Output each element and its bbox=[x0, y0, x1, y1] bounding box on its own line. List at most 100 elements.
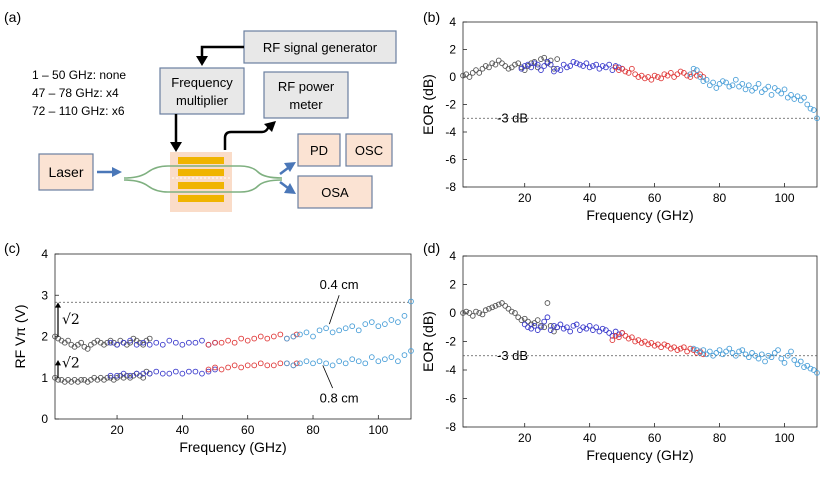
data-point bbox=[534, 64, 541, 71]
laser-box bbox=[38, 153, 94, 191]
y-axis-label: RF Vπ (V) bbox=[12, 304, 28, 368]
data-point bbox=[629, 65, 635, 72]
data-point bbox=[284, 335, 290, 342]
panel-label-a: (a) bbox=[4, 9, 21, 25]
data-point bbox=[492, 61, 499, 68]
data-point bbox=[508, 64, 515, 71]
data-point bbox=[784, 94, 791, 101]
data-point bbox=[486, 305, 492, 312]
data-point bbox=[638, 72, 645, 79]
data-point bbox=[616, 334, 622, 341]
data-point bbox=[781, 86, 788, 93]
data-point bbox=[612, 332, 619, 339]
pd-label: PD bbox=[310, 143, 328, 158]
data-point bbox=[518, 317, 525, 323]
data-point bbox=[264, 335, 271, 342]
waveguide-bottom bbox=[123, 179, 283, 193]
data-point bbox=[231, 362, 238, 369]
data-point bbox=[567, 63, 574, 69]
data-point bbox=[583, 60, 590, 67]
data-point bbox=[525, 324, 531, 331]
data-point bbox=[323, 325, 329, 332]
data-point bbox=[205, 368, 212, 375]
data-point bbox=[801, 364, 807, 371]
electrode-3 bbox=[178, 182, 224, 189]
data-point bbox=[541, 63, 548, 69]
data-point bbox=[625, 335, 632, 342]
data-point bbox=[473, 308, 479, 315]
data-point bbox=[479, 65, 486, 72]
annotation-bottom: 0.8 cm bbox=[320, 391, 359, 406]
data-point bbox=[205, 366, 212, 373]
data-point bbox=[192, 368, 199, 375]
data-point bbox=[463, 71, 470, 78]
data-point bbox=[768, 92, 775, 98]
data-point bbox=[395, 319, 401, 325]
data-point bbox=[599, 325, 606, 332]
data-point bbox=[729, 82, 736, 89]
chart-d: 20 40 60 80 100 -8 -6 -4 -2 0 2 4 Frequency (GHz) EOR… bbox=[420, 249, 820, 463]
freq-mult-line2: multiplier bbox=[176, 93, 229, 108]
data-point bbox=[693, 350, 700, 356]
y-tick-label: 2 bbox=[41, 330, 48, 344]
reference-line-label: -3 dB bbox=[497, 110, 528, 125]
data-point bbox=[677, 345, 684, 352]
data-point bbox=[218, 366, 225, 373]
data-point bbox=[619, 65, 625, 72]
data-point bbox=[736, 83, 742, 90]
data-point bbox=[758, 89, 765, 95]
data-point bbox=[635, 337, 642, 343]
y-tick-label: 3 bbox=[41, 288, 48, 302]
y-tick-label: -4 bbox=[445, 363, 456, 377]
y-tick-label: -2 bbox=[445, 98, 456, 112]
data-point bbox=[408, 298, 414, 305]
data-point bbox=[349, 323, 356, 330]
data-point bbox=[684, 72, 690, 79]
data-point bbox=[225, 364, 231, 371]
data-point bbox=[655, 341, 661, 348]
data-point bbox=[557, 321, 564, 328]
data-point bbox=[336, 358, 342, 365]
y-tick-label: 2 bbox=[449, 278, 456, 292]
sqrt-label-bottom: √2 bbox=[62, 355, 80, 371]
x-tick-label: 100 bbox=[775, 431, 795, 445]
data-point bbox=[765, 352, 772, 359]
data-point bbox=[551, 322, 557, 329]
data-point bbox=[342, 325, 349, 332]
data-point bbox=[745, 82, 752, 89]
data-point bbox=[541, 324, 548, 331]
data-point bbox=[538, 67, 544, 73]
data-point bbox=[541, 318, 548, 325]
data-point bbox=[538, 56, 544, 62]
data-point bbox=[244, 337, 251, 344]
data-point bbox=[382, 356, 388, 363]
data-point bbox=[700, 347, 707, 353]
data-point bbox=[625, 70, 632, 76]
data-point bbox=[745, 354, 752, 361]
data-point bbox=[651, 342, 658, 349]
data-point bbox=[84, 346, 91, 352]
data-point bbox=[512, 61, 518, 68]
arrow-chip-to-osa bbox=[279, 181, 289, 189]
data-point bbox=[469, 313, 476, 319]
data-point bbox=[612, 64, 619, 71]
data-point bbox=[166, 337, 173, 344]
data-point bbox=[521, 321, 528, 328]
data-point bbox=[512, 310, 518, 316]
data-point bbox=[525, 61, 531, 68]
data-point bbox=[723, 348, 729, 355]
data-point bbox=[486, 64, 492, 71]
data-point bbox=[671, 74, 677, 80]
data-point bbox=[479, 311, 486, 318]
data-point bbox=[719, 78, 726, 84]
data-point bbox=[466, 310, 473, 316]
panel-label-b: (b) bbox=[423, 9, 440, 25]
data-point bbox=[375, 358, 382, 365]
data-point bbox=[690, 345, 697, 352]
data-point bbox=[172, 339, 179, 346]
data-point bbox=[810, 107, 817, 113]
panel-label-d: (d) bbox=[423, 240, 440, 256]
data-point bbox=[690, 65, 697, 72]
data-point bbox=[726, 83, 733, 90]
